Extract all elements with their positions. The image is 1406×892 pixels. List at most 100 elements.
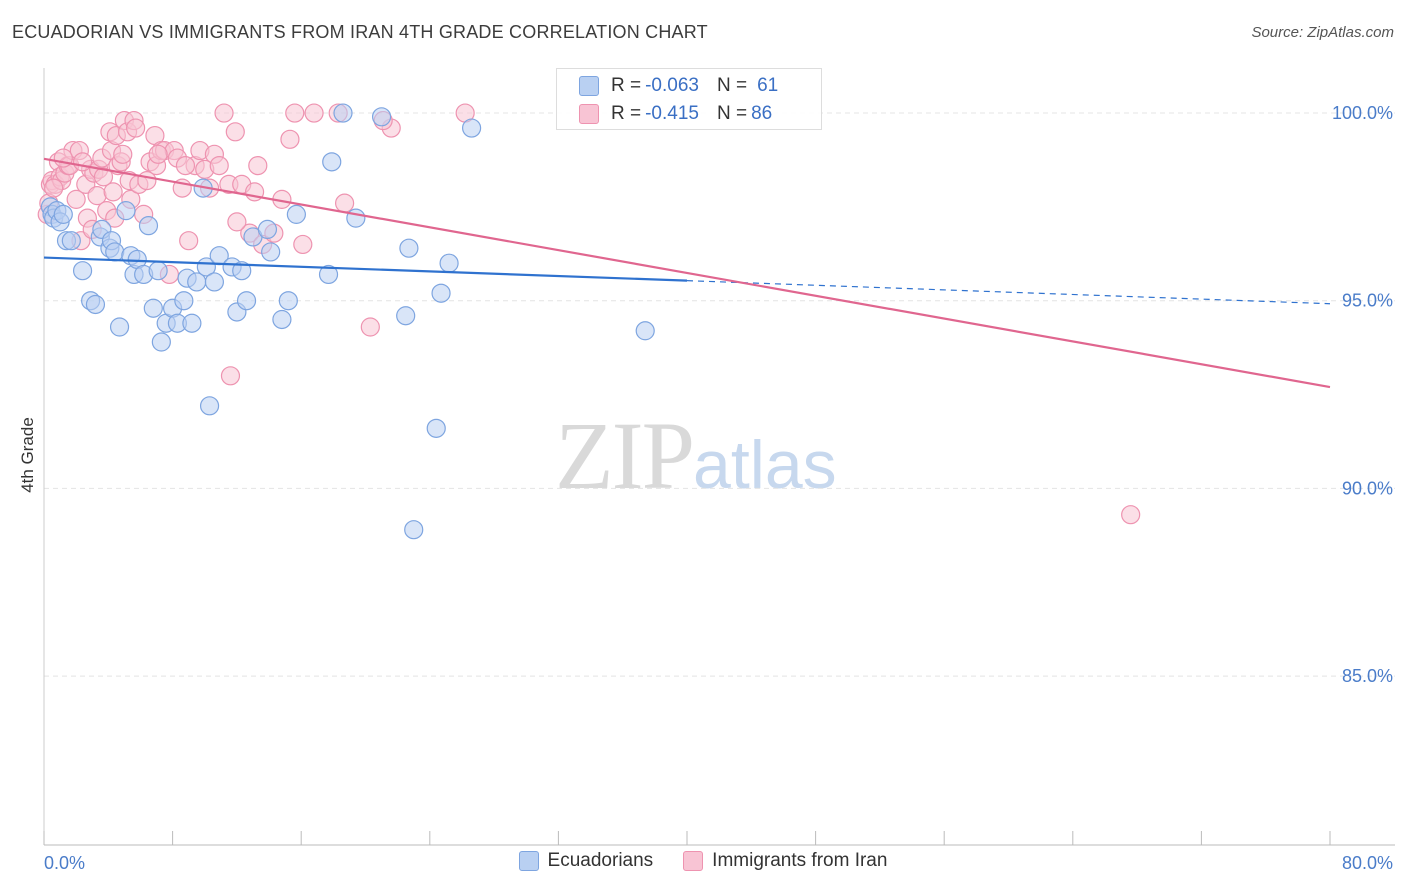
n-value: 61 — [757, 75, 779, 96]
iran-point — [293, 234, 313, 255]
bottom-legend: Ecuadorians Immigrants from Iran — [0, 850, 1406, 872]
iran-point — [148, 144, 168, 164]
ecuadorian-point — [199, 396, 220, 416]
ecuadorian-point — [174, 291, 194, 311]
iran-trend-line — [43, 157, 1331, 389]
iran-point — [137, 171, 157, 191]
ecuadorian-point — [322, 152, 342, 172]
iran-point — [335, 193, 355, 213]
ecuadorian-point — [236, 291, 257, 311]
iran-point — [72, 152, 93, 172]
stats-legend: R = -0.063 N = 61 R = -0.415 N = 86 — [556, 68, 822, 130]
stats-row-iran: R = -0.415 N = 86 — [579, 101, 772, 127]
ecuadorian-point — [143, 298, 163, 318]
y-tick-label: 95.0% — [1342, 291, 1393, 311]
ecuadorian-point — [182, 313, 202, 333]
ecuadorian-point — [272, 309, 292, 330]
ecuadorian-point — [635, 321, 655, 341]
chart-title: ECUADORIAN VS IMMIGRANTS FROM IRAN 4TH G… — [12, 22, 708, 42]
source-credit: Source: ZipAtlas.com — [1251, 24, 1394, 41]
ecuadorians-trend-line — [43, 256, 688, 282]
legend-swatch-blue — [579, 76, 599, 96]
ecuadorian-point — [105, 242, 125, 262]
iran-point — [1121, 505, 1141, 525]
iran-point — [285, 103, 305, 123]
ecuadorian-point — [318, 264, 339, 285]
ecuadorian-point — [426, 418, 446, 438]
ecuadorian-point — [399, 238, 419, 258]
iran-point — [93, 167, 114, 187]
legend-label-iran: Immigrants from Iran — [712, 850, 888, 871]
watermark: ZIPatlas — [555, 400, 837, 511]
ecuadorian-point — [138, 216, 159, 236]
iran-point — [225, 122, 245, 142]
x-tick-label: 80.0% — [1342, 853, 1393, 873]
legend-item-ecuadorians: Ecuadorians — [518, 850, 654, 872]
r-value: -0.415 — [645, 103, 699, 124]
ecuadorians-trend-extension — [686, 280, 1331, 305]
ecuadorian-point — [61, 231, 81, 251]
ecuadorian-point — [286, 204, 306, 224]
ecuadorian-point — [346, 208, 366, 228]
y-tick-label: 100.0% — [1332, 103, 1393, 123]
iran-point — [44, 178, 64, 198]
ecuadorian-point — [396, 306, 416, 326]
iran-point — [179, 231, 199, 251]
series-iran-points — [37, 103, 1141, 525]
ecuadorian-point — [72, 261, 93, 281]
tick-labels: 100.0% 95.0% 90.0% 85.0% 0.0% 80.0% — [44, 103, 1393, 873]
ecuadorian-point — [333, 103, 353, 123]
n-label: N = — [716, 75, 748, 96]
legend-item-iran: Immigrants from Iran — [683, 850, 887, 872]
iran-point — [175, 155, 196, 176]
iran-point — [126, 118, 146, 138]
legend-swatch-pink — [579, 104, 599, 124]
ecuadorian-point — [232, 261, 252, 281]
r-label: R = — [611, 103, 642, 124]
n-value: 86 — [751, 103, 773, 124]
ecuadorian-point — [85, 294, 106, 315]
iran-point — [103, 182, 123, 202]
ecuadorian-point — [116, 201, 136, 221]
stats-row-ecuadorians: R = -0.063 N = 61 — [579, 73, 778, 99]
iran-point — [304, 103, 324, 123]
iran-point — [227, 212, 247, 232]
y-axis-label: 4th Grade — [18, 417, 37, 493]
ecuadorian-point — [261, 242, 281, 262]
r-label: R = — [611, 75, 642, 96]
ecuadorian-point — [439, 253, 459, 273]
ecuadorian-point — [431, 283, 451, 303]
n-label: N = — [716, 103, 748, 124]
legend-label-ecuadorians: Ecuadorians — [547, 850, 654, 871]
ecuadorian-point — [204, 272, 224, 292]
ecuadorian-point — [278, 291, 298, 311]
iran-point — [280, 129, 300, 149]
ecuadorian-point — [109, 317, 130, 337]
trend-lines — [43, 157, 1331, 389]
iran-point — [248, 155, 268, 176]
ecuadorian-point — [404, 520, 424, 540]
ecuadorian-point — [53, 204, 73, 224]
iran-point — [209, 155, 229, 176]
series-ecuadorians-points — [40, 103, 655, 540]
grid-lines — [44, 112, 1395, 677]
iran-point — [113, 144, 133, 164]
legend-swatch-pink — [683, 851, 704, 871]
ecuadorian-point — [257, 219, 278, 240]
ecuadorian-point — [371, 107, 392, 127]
legend-swatch-blue — [518, 851, 539, 871]
ecuadorian-point — [461, 118, 482, 138]
iran-point — [360, 317, 380, 337]
iran-point — [214, 103, 234, 123]
r-value: -0.063 — [645, 75, 699, 96]
y-tick-label: 85.0% — [1342, 666, 1393, 686]
ecuadorian-point — [148, 261, 168, 281]
iran-point — [66, 189, 86, 209]
watermark-atlas: atlas — [693, 427, 837, 503]
iran-point — [220, 366, 241, 386]
y-tick-label: 90.0% — [1342, 478, 1393, 498]
watermark-zip: ZIP — [555, 402, 695, 509]
x-tick-label: 0.0% — [44, 853, 85, 873]
ecuadorian-point — [151, 332, 171, 352]
